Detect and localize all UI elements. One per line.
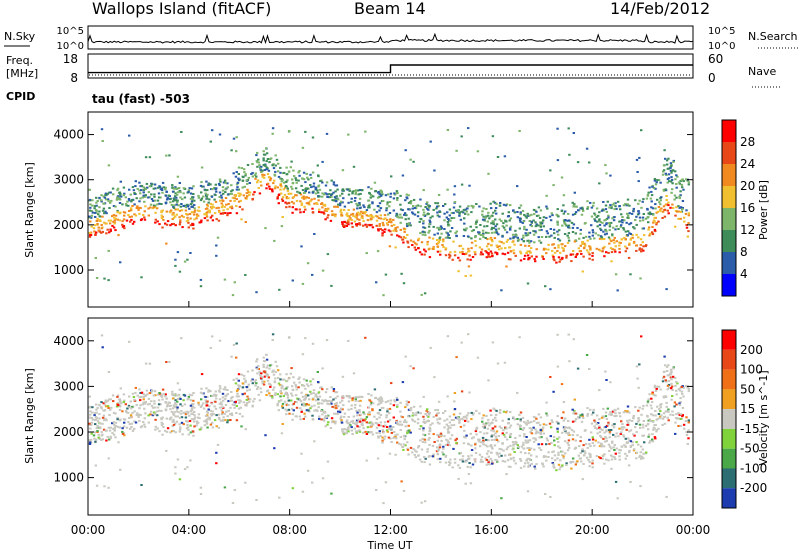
freq-tick-top: 18: [63, 52, 78, 66]
svg-text:28: 28: [740, 135, 755, 149]
power-ylabel: Slant Range [km]: [23, 162, 36, 258]
velocity-y-ticks: 4000 3000 2000 1000: [53, 334, 693, 485]
xtick-3: 12:00: [373, 523, 408, 537]
nave-tick-top: 60: [708, 52, 723, 66]
cpid-mode: tau (fast) -503: [92, 92, 190, 106]
power-data: [88, 127, 691, 297]
svg-text:16: 16: [740, 201, 755, 215]
time-x-ticks: 00:00 04:00 08:00 12:00 16:00 20:00 00:00: [71, 301, 711, 537]
velocity-ytick-1: 3000: [53, 379, 84, 393]
power-colorbar: 28 24 20 16 12 8 4: [721, 119, 755, 297]
noise-left-label: N.Sky: [4, 30, 36, 43]
xtick-1: 04:00: [172, 523, 207, 537]
xtick-6: 00:00: [676, 523, 711, 537]
power-y-ticks: 4000 3000 2000 1000: [53, 128, 693, 277]
xtick-5: 20:00: [575, 523, 610, 537]
freq-tick-bottom: 8: [70, 71, 78, 85]
velocity-ytick-3: 1000: [53, 471, 84, 485]
noise-right-label: N.Search: [748, 30, 798, 43]
xtick-4: 16:00: [474, 523, 509, 537]
svg-text:50: 50: [740, 382, 755, 396]
frequency-panel: Freq. [MHz] 18 8 60 0 Nave: [6, 52, 782, 88]
power-panel: 4000 3000 2000 1000 Slant Range [km] 28 24 20…: [23, 111, 770, 308]
svg-text:-200: -200: [740, 481, 767, 495]
velocity-ylabel: Slant Range [km]: [23, 368, 36, 464]
svg-text:20: 20: [740, 179, 755, 193]
svg-text:200: 200: [740, 343, 763, 357]
velocity-ytick-2: 2000: [53, 425, 84, 439]
station-title: Wallops Island (fitACF): [92, 0, 271, 18]
power-ytick-0: 4000: [53, 128, 84, 142]
svg-text:100: 100: [740, 363, 763, 377]
noise-panel: N.Sky 10^5 10^0 10^5 10^0 N.Search: [4, 25, 798, 52]
svg-text:8: 8: [740, 245, 748, 259]
velocity-colorbar: 200 100 50 15 -15 -50 -100 -200: [721, 329, 767, 509]
noise-left-tick-bottom: 10^0: [57, 41, 84, 52]
cpid-label: CPID: [6, 90, 35, 103]
noise-left-tick-top: 10^5: [57, 26, 84, 37]
svg-text:-100: -100: [740, 461, 767, 475]
noise-right-tick-bottom: 10^0: [708, 41, 735, 52]
date-title: 14/Feb/2012: [610, 0, 710, 18]
power-ytick-2: 2000: [53, 218, 84, 232]
svg-text:15: 15: [740, 402, 755, 416]
power-ytick-1: 3000: [53, 173, 84, 187]
noise-right-tick-top: 10^5: [708, 26, 735, 37]
power-colorbar-label: Power [dB]: [757, 180, 770, 240]
svg-text:4: 4: [740, 267, 748, 281]
frequency-line: [88, 64, 693, 74]
noise-line: [87, 32, 694, 45]
velocity-data: [88, 333, 691, 505]
xtick-2: 08:00: [272, 523, 307, 537]
power-ytick-3: 1000: [53, 263, 84, 277]
svg-text:24: 24: [740, 157, 755, 171]
freq-unit-label: [MHz]: [6, 67, 38, 80]
velocity-colorbar-label: Velocity [m s^-1]: [757, 370, 770, 465]
svg-text:12: 12: [740, 223, 755, 237]
beam-title: Beam 14: [354, 0, 426, 18]
time-xlabel: Time UT: [366, 539, 412, 552]
svg-text:-15: -15: [740, 422, 760, 436]
xtick-0: 00:00: [71, 523, 106, 537]
velocity-panel: 4000 3000 2000 1000 Slant Range [km] 200 100…: [23, 301, 770, 552]
freq-label: Freq.: [6, 54, 33, 67]
nave-tick-bottom: 0: [708, 71, 716, 85]
svg-text:-50: -50: [740, 442, 760, 456]
nave-label: Nave: [748, 65, 776, 78]
velocity-ytick-0: 4000: [53, 334, 84, 348]
